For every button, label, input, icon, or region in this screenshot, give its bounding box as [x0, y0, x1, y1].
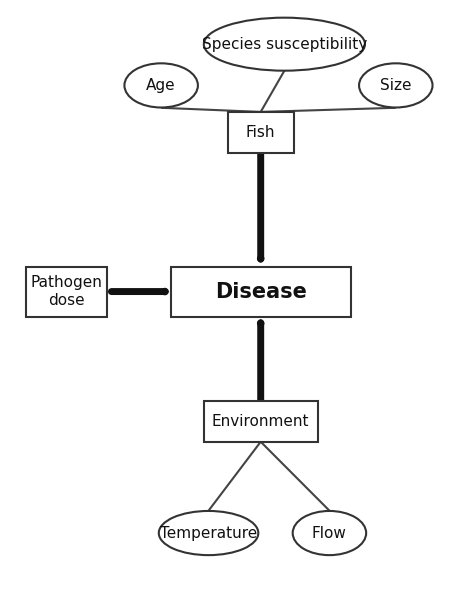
Ellipse shape	[124, 64, 198, 108]
FancyBboxPatch shape	[171, 266, 351, 317]
Text: Disease: Disease	[215, 282, 307, 302]
Text: Temperature: Temperature	[160, 525, 257, 541]
Ellipse shape	[292, 511, 366, 555]
FancyBboxPatch shape	[204, 401, 318, 442]
Ellipse shape	[359, 64, 432, 108]
Text: Flow: Flow	[312, 525, 347, 541]
Ellipse shape	[204, 18, 365, 71]
FancyBboxPatch shape	[26, 266, 107, 317]
FancyBboxPatch shape	[228, 112, 294, 153]
Text: Environment: Environment	[212, 413, 310, 429]
Text: Size: Size	[380, 78, 411, 93]
Text: Age: Age	[146, 78, 176, 93]
Text: Fish: Fish	[246, 125, 275, 140]
Text: Species susceptibility: Species susceptibility	[202, 37, 367, 52]
Ellipse shape	[159, 511, 258, 555]
Text: Pathogen
dose: Pathogen dose	[30, 275, 102, 308]
